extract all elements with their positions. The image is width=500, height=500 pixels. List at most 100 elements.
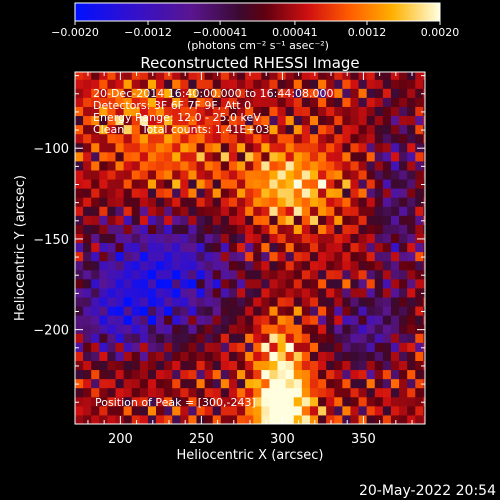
- heatmap-pixel: [220, 405, 230, 416]
- heatmap-pixel: [91, 405, 100, 416]
- heatmap-pixel: [277, 72, 287, 80]
- heatmap-pixel: [358, 278, 368, 289]
- heatmap-pixel: [115, 160, 125, 171]
- heatmap-pixel: [156, 124, 165, 135]
- heatmap-pixel: [115, 233, 125, 244]
- heatmap-pixel: [204, 124, 214, 135]
- heatmap-pixel: [147, 360, 157, 371]
- heatmap-pixel: [374, 333, 384, 343]
- heatmap-pixel: [318, 378, 327, 389]
- heatmap-pixel: [382, 188, 392, 198]
- heatmap-pixel: [366, 197, 376, 207]
- heatmap-pixel: [188, 351, 198, 361]
- heatmap-pixel: [350, 414, 360, 424]
- heatmap-pixel: [358, 97, 368, 107]
- heatmap-pixel: [350, 188, 360, 198]
- heatmap-pixel: [123, 278, 133, 289]
- heatmap-pixel: [107, 160, 117, 171]
- heatmap-pixel: [204, 278, 214, 289]
- heatmap-pixel: [115, 224, 125, 234]
- colorbar-tick-label: −0.0012: [124, 26, 172, 39]
- heatmap-pixel: [326, 324, 335, 334]
- heatmap-pixel: [326, 72, 335, 80]
- heatmap-pixel: [285, 72, 295, 80]
- heatmap-pixel: [83, 351, 92, 361]
- heatmap-pixel: [107, 351, 117, 361]
- heatmap-pixel: [261, 360, 270, 371]
- heatmap-pixel: [374, 79, 384, 89]
- heatmap-pixel: [334, 169, 343, 180]
- heatmap-pixel: [156, 97, 165, 107]
- heatmap-pixel: [261, 179, 270, 189]
- heatmap-pixel: [334, 278, 343, 289]
- heatmap-pixel: [415, 72, 424, 80]
- heatmap-pixel: [75, 224, 84, 234]
- heatmap-pixel: [318, 396, 327, 407]
- heatmap-pixel: [261, 296, 270, 307]
- heatmap-pixel: [107, 414, 117, 424]
- heatmap-pixel: [99, 179, 108, 189]
- heatmap-pixel: [318, 405, 327, 416]
- heatmap-pixel: [342, 333, 351, 343]
- heatmap-pixel: [123, 233, 133, 244]
- heatmap-pixel: [156, 315, 165, 325]
- heatmap-pixel: [107, 88, 117, 98]
- heatmap-pixel: [277, 278, 287, 289]
- heatmap-pixel: [293, 351, 303, 361]
- heatmap-pixel: [220, 296, 230, 307]
- heatmap-pixel: [334, 115, 343, 126]
- heatmap-pixel: [220, 360, 230, 371]
- heatmap-pixel: [277, 160, 287, 171]
- heatmap-pixel: [358, 142, 368, 153]
- heatmap-pixel: [99, 197, 108, 207]
- heatmap-pixel: [147, 369, 157, 380]
- heatmap-pixel: [390, 142, 400, 153]
- heatmap-pixel: [204, 260, 214, 271]
- heatmap-pixel: [123, 72, 133, 80]
- heatmap-pixel: [366, 133, 376, 144]
- heatmap-pixel: [390, 79, 400, 89]
- heatmap-pixel: [415, 378, 424, 389]
- heatmap-pixel: [139, 405, 149, 416]
- heatmap-pixel: [374, 160, 384, 171]
- heatmap-pixel: [285, 405, 295, 416]
- heatmap-pixel: [131, 160, 141, 171]
- heatmap-pixel: [237, 414, 246, 424]
- heatmap-pixel: [253, 405, 262, 416]
- heatmap-pixel: [220, 133, 230, 144]
- heatmap-pixel: [172, 151, 181, 162]
- heatmap-pixel: [318, 142, 327, 153]
- heatmap-pixel: [245, 142, 254, 153]
- heatmap-pixel: [423, 278, 425, 289]
- heatmap-pixel: [366, 106, 376, 117]
- heatmap-pixel: [423, 251, 425, 262]
- heatmap-pixel: [91, 296, 100, 307]
- heatmap-pixel: [147, 260, 157, 271]
- heatmap-pixel: [358, 197, 368, 207]
- heatmap-pixel: [293, 206, 303, 216]
- heatmap-pixel: [107, 405, 117, 416]
- heatmap-pixel: [326, 351, 335, 361]
- heatmap-pixel: [204, 333, 214, 343]
- heatmap-pixel: [407, 278, 416, 289]
- heatmap-pixel: [204, 133, 214, 144]
- heatmap-pixel: [358, 369, 368, 380]
- heatmap-pixel: [204, 106, 214, 117]
- heatmap-pixel: [83, 151, 92, 162]
- heatmap-pixel: [83, 269, 92, 280]
- heatmap-pixel: [196, 151, 206, 162]
- heatmap-pixel: [358, 342, 368, 352]
- heatmap-pixel: [131, 169, 141, 180]
- heatmap-pixel: [382, 197, 392, 207]
- heatmap-pixel: [83, 396, 92, 407]
- heatmap-pixel: [131, 260, 141, 271]
- heatmap-pixel: [366, 369, 376, 380]
- heatmap-pixel: [269, 88, 279, 98]
- heatmap-pixel: [350, 206, 360, 216]
- heatmap-pixel: [318, 206, 327, 216]
- heatmap-pixel: [196, 106, 206, 117]
- heatmap-pixel: [382, 306, 392, 316]
- heatmap-pixel: [131, 369, 141, 380]
- heatmap-pixel: [245, 296, 254, 307]
- heatmap-pixel: [350, 133, 360, 144]
